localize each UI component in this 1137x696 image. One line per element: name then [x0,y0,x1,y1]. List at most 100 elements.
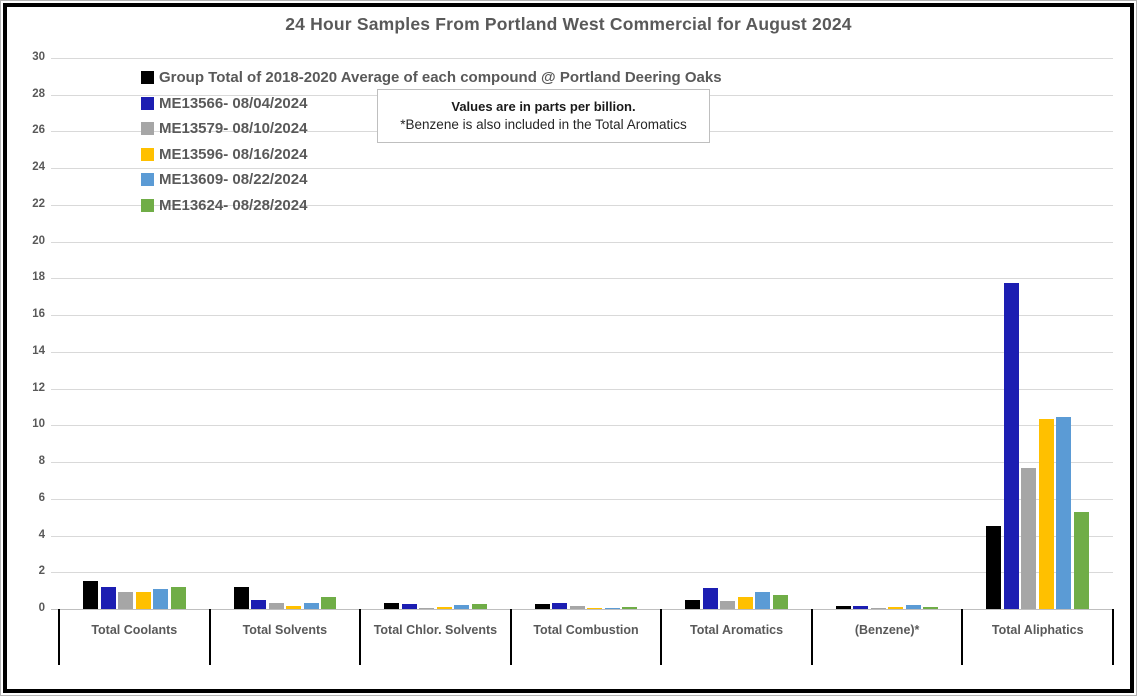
bar [1003,282,1019,609]
gridline [51,168,1113,170]
legend-label: ME13579- 08/10/2024 [159,120,308,138]
category-separator-tick [961,609,964,665]
legend-label: ME13596- 08/16/2024 [159,145,308,163]
legend-swatch-icon [141,122,154,136]
bar [419,607,435,609]
bar [268,603,284,609]
y-axis-tick-label: 22 [32,197,45,210]
bar [888,606,904,609]
annotation-box: Values are in parts per billion. *Benzen… [377,89,710,143]
y-axis-tick-label: 2 [38,565,45,578]
bar [251,599,267,609]
category-separator-tick [509,609,512,665]
x-axis-category-label: Total Aromatics [690,623,784,637]
legend-swatch-icon [141,147,154,161]
bar [702,587,718,609]
annotation-line-benzene: *Benzene is also included in the Total A… [400,117,687,133]
bar [1073,511,1089,609]
legend-item: Group Total of 2018-2020 Average of each… [141,65,722,91]
x-axis-category-label: Total Coolants [91,623,178,637]
bar [552,603,568,609]
bar [135,591,151,609]
legend-swatch-icon [141,173,154,187]
bar [83,580,99,609]
gridline [51,204,1113,206]
bar [986,526,1002,609]
category-separator-tick [58,609,60,665]
bar [401,604,417,609]
x-axis-category-label: Total Solvents [242,623,328,637]
gridline [51,462,1113,464]
legend-label: ME13566- 08/04/2024 [159,94,308,112]
y-axis-tick-label: 18 [32,271,45,284]
y-axis-tick-label: 28 [32,87,45,100]
legend-label: Group Total of 2018-2020 Average of each… [159,69,722,87]
bar [170,586,186,609]
y-axis-tick-label: 6 [38,491,45,504]
legend-label: ME13609- 08/22/2024 [159,171,308,189]
bar [755,591,771,609]
category-separator-tick [1112,609,1114,665]
bar [436,606,452,609]
gridline [51,388,1113,390]
x-axis-category-label: Total Combustion [533,623,639,637]
legend-label: ME13624- 08/28/2024 [159,196,308,214]
bar [321,597,337,609]
y-axis-tick-label: 14 [32,344,45,357]
category-separator-tick [359,609,362,665]
bar [100,586,116,609]
bar [118,591,134,609]
bar [622,606,638,609]
gridline [51,241,1113,243]
bar [905,605,921,609]
bar [569,606,585,609]
legend-item: ME13566- 08/04/2024 [141,91,722,117]
bar [471,604,487,609]
bar [534,604,550,609]
bar [737,597,753,609]
bar [153,588,169,609]
gridline [51,425,1113,427]
bar [853,605,869,609]
x-axis-category-label: Total Chlor. Solvents [373,623,498,637]
gridline [51,498,1113,500]
gridline [51,58,1113,59]
legend-swatch-icon [141,71,154,85]
x-axis-category-label: (Benzene)* [854,623,920,637]
y-axis-tick-label: 8 [38,455,45,468]
bar [1038,418,1054,609]
bar [587,607,603,609]
y-axis-tick-label: 30 [32,51,45,63]
y-axis-tick-label: 16 [32,308,45,321]
y-axis-tick-label: 24 [32,161,45,174]
bar [604,607,620,609]
bar [454,605,470,609]
bar [720,600,736,609]
gridline [51,351,1113,353]
chart-title: 24 Hour Samples From Portland West Comme… [285,14,852,34]
bar [1056,417,1072,609]
bar [870,607,886,609]
bar [384,602,400,609]
category-separator-tick [208,609,211,665]
category-separator-tick [810,609,813,665]
legend-item: ME13579- 08/10/2024 [141,116,722,142]
bar [835,606,851,609]
y-axis-tick-label: 0 [38,602,45,614]
x-axis-category-label: Total Aliphatics [991,623,1084,637]
gridline [51,278,1113,280]
gridline [51,572,1113,574]
legend-item: ME13609- 08/22/2024 [141,167,722,193]
bar [286,606,302,609]
legend-item: ME13624- 08/28/2024 [141,193,722,219]
bar [1021,467,1037,609]
y-axis-tick-label: 10 [32,418,45,431]
category-separator-tick [660,609,663,665]
legend-swatch-icon [141,198,154,212]
y-axis-tick-label: 20 [32,234,45,247]
bar [233,586,249,609]
bar [303,602,319,609]
gridline [51,535,1113,537]
legend-item: ME13596- 08/16/2024 [141,142,722,168]
